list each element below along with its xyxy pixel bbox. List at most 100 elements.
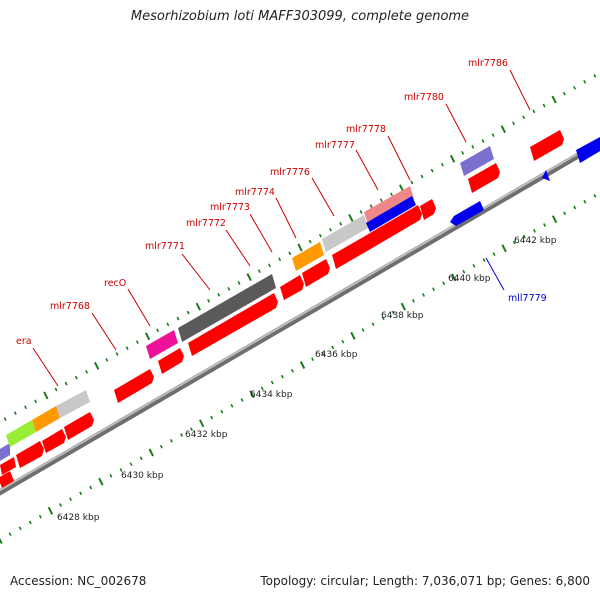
minor-tick [440, 162, 444, 167]
minor-tick [593, 193, 597, 198]
gene-arrow[interactable] [302, 259, 330, 287]
gene-label-mlr7768[interactable]: mlr7768 [50, 301, 90, 312]
gene-feature-box[interactable] [364, 186, 414, 225]
minor-tick [290, 368, 294, 373]
gene-arrow[interactable] [332, 232, 376, 269]
gene-arrow[interactable] [114, 369, 154, 403]
gene-arrow[interactable] [0, 457, 16, 475]
minor-tick [308, 239, 312, 244]
minor-tick [390, 192, 394, 197]
minor-tick [109, 473, 113, 478]
minor-tick [583, 79, 587, 84]
gene-feature-box[interactable] [460, 146, 494, 176]
minor-tick [522, 115, 526, 120]
minor-tick [115, 352, 119, 356]
major-tick [98, 477, 104, 486]
major-tick [350, 331, 356, 340]
minor-tick [166, 322, 170, 327]
minor-tick [69, 497, 73, 502]
gene-arrow[interactable] [0, 471, 14, 488]
gene-arrow-reverse[interactable] [576, 137, 600, 163]
gene-arrow[interactable] [42, 429, 66, 453]
major-tick [47, 506, 54, 515]
minor-tick [260, 386, 264, 391]
minor-tick [411, 298, 415, 303]
minor-tick [176, 316, 180, 321]
gene-arrow[interactable] [468, 163, 500, 193]
gene-feature-box[interactable] [366, 196, 416, 232]
minor-tick [240, 398, 244, 402]
scale-label: 6428 kbp [57, 513, 100, 523]
minor-tick [491, 133, 495, 137]
minor-tick [257, 269, 261, 274]
major-tick [195, 302, 201, 311]
gene-feature-box[interactable] [56, 390, 90, 418]
minor-tick [563, 211, 567, 216]
major-tick [297, 243, 303, 252]
gene-label-mlr7786[interactable]: mlr7786 [468, 58, 508, 69]
minor-tick [461, 150, 465, 155]
scale-label: 6430 kbp [121, 471, 164, 481]
minor-tick [186, 310, 190, 315]
gene-label-mlr7780[interactable]: mlr7780 [404, 92, 444, 103]
minor-tick [13, 411, 17, 416]
gene-feature-box[interactable] [146, 330, 178, 359]
gene-arrow[interactable] [530, 130, 564, 161]
major-tick [148, 448, 154, 457]
gene-label-era[interactable]: era [16, 336, 32, 347]
gene-feature-box[interactable] [178, 274, 276, 342]
minor-tick [135, 340, 139, 345]
scale-label: 6440 kbp [448, 274, 491, 284]
gene-arrow[interactable] [158, 348, 184, 374]
minor-tick [34, 399, 38, 404]
major-tick [551, 95, 557, 104]
minor-tick [129, 462, 133, 467]
gene-arrow[interactable] [370, 205, 422, 247]
minor-tick [422, 293, 426, 297]
minor-tick [125, 346, 129, 350]
gene-arrow-reverse[interactable] [542, 170, 550, 181]
gene-arrow[interactable] [188, 293, 278, 356]
minor-tick [492, 252, 496, 257]
gene-label-mlr7774[interactable]: mlr7774 [235, 187, 275, 198]
gene-label-mlr7777[interactable]: mlr7777 [315, 140, 355, 151]
gene-feature-box[interactable] [292, 242, 324, 271]
gene-arrow-reverse[interactable] [450, 201, 484, 226]
gene-label-mlr7778[interactable]: mlr7778 [346, 124, 386, 135]
minor-tick [217, 292, 221, 297]
gene-arrow[interactable] [420, 199, 436, 220]
minor-tick [379, 198, 383, 203]
minor-tick [105, 358, 109, 362]
minor-tick [391, 310, 395, 315]
minor-tick [190, 427, 194, 432]
gene-arrow[interactable] [280, 275, 304, 300]
minor-tick [210, 415, 214, 420]
gene-label-recO[interactable]: recO [104, 278, 126, 289]
minor-tick [24, 405, 28, 410]
gene-feature-box[interactable] [0, 443, 10, 462]
minor-tick [28, 520, 32, 525]
minor-tick [85, 369, 89, 374]
gene-feature-box[interactable] [6, 420, 36, 447]
gene-label-mlr7771[interactable]: mlr7771 [145, 241, 185, 252]
minor-tick [331, 345, 335, 350]
minor-tick [159, 444, 163, 449]
minor-tick [230, 403, 234, 408]
minor-tick [481, 139, 485, 143]
minor-tick [74, 375, 78, 380]
gene-label-mlr7776[interactable]: mlr7776 [270, 167, 310, 178]
gene-label-mlr7773[interactable]: mlr7773 [210, 202, 250, 213]
minor-tick [54, 387, 58, 392]
gene-features[interactable] [0, 130, 600, 488]
gene-feature-box[interactable] [32, 406, 60, 432]
major-tick [246, 273, 252, 282]
gene-label-mlr7772[interactable]: mlr7772 [186, 218, 226, 229]
gene-label-mll7779[interactable]: mll7779 [508, 293, 547, 304]
scale-label: 6438 kbp [381, 311, 424, 321]
gene-arrow[interactable] [64, 412, 94, 440]
gene-feature-box[interactable] [322, 215, 368, 252]
minor-tick [18, 526, 22, 531]
minor-tick [522, 234, 526, 239]
gene-arrow[interactable] [16, 441, 44, 468]
